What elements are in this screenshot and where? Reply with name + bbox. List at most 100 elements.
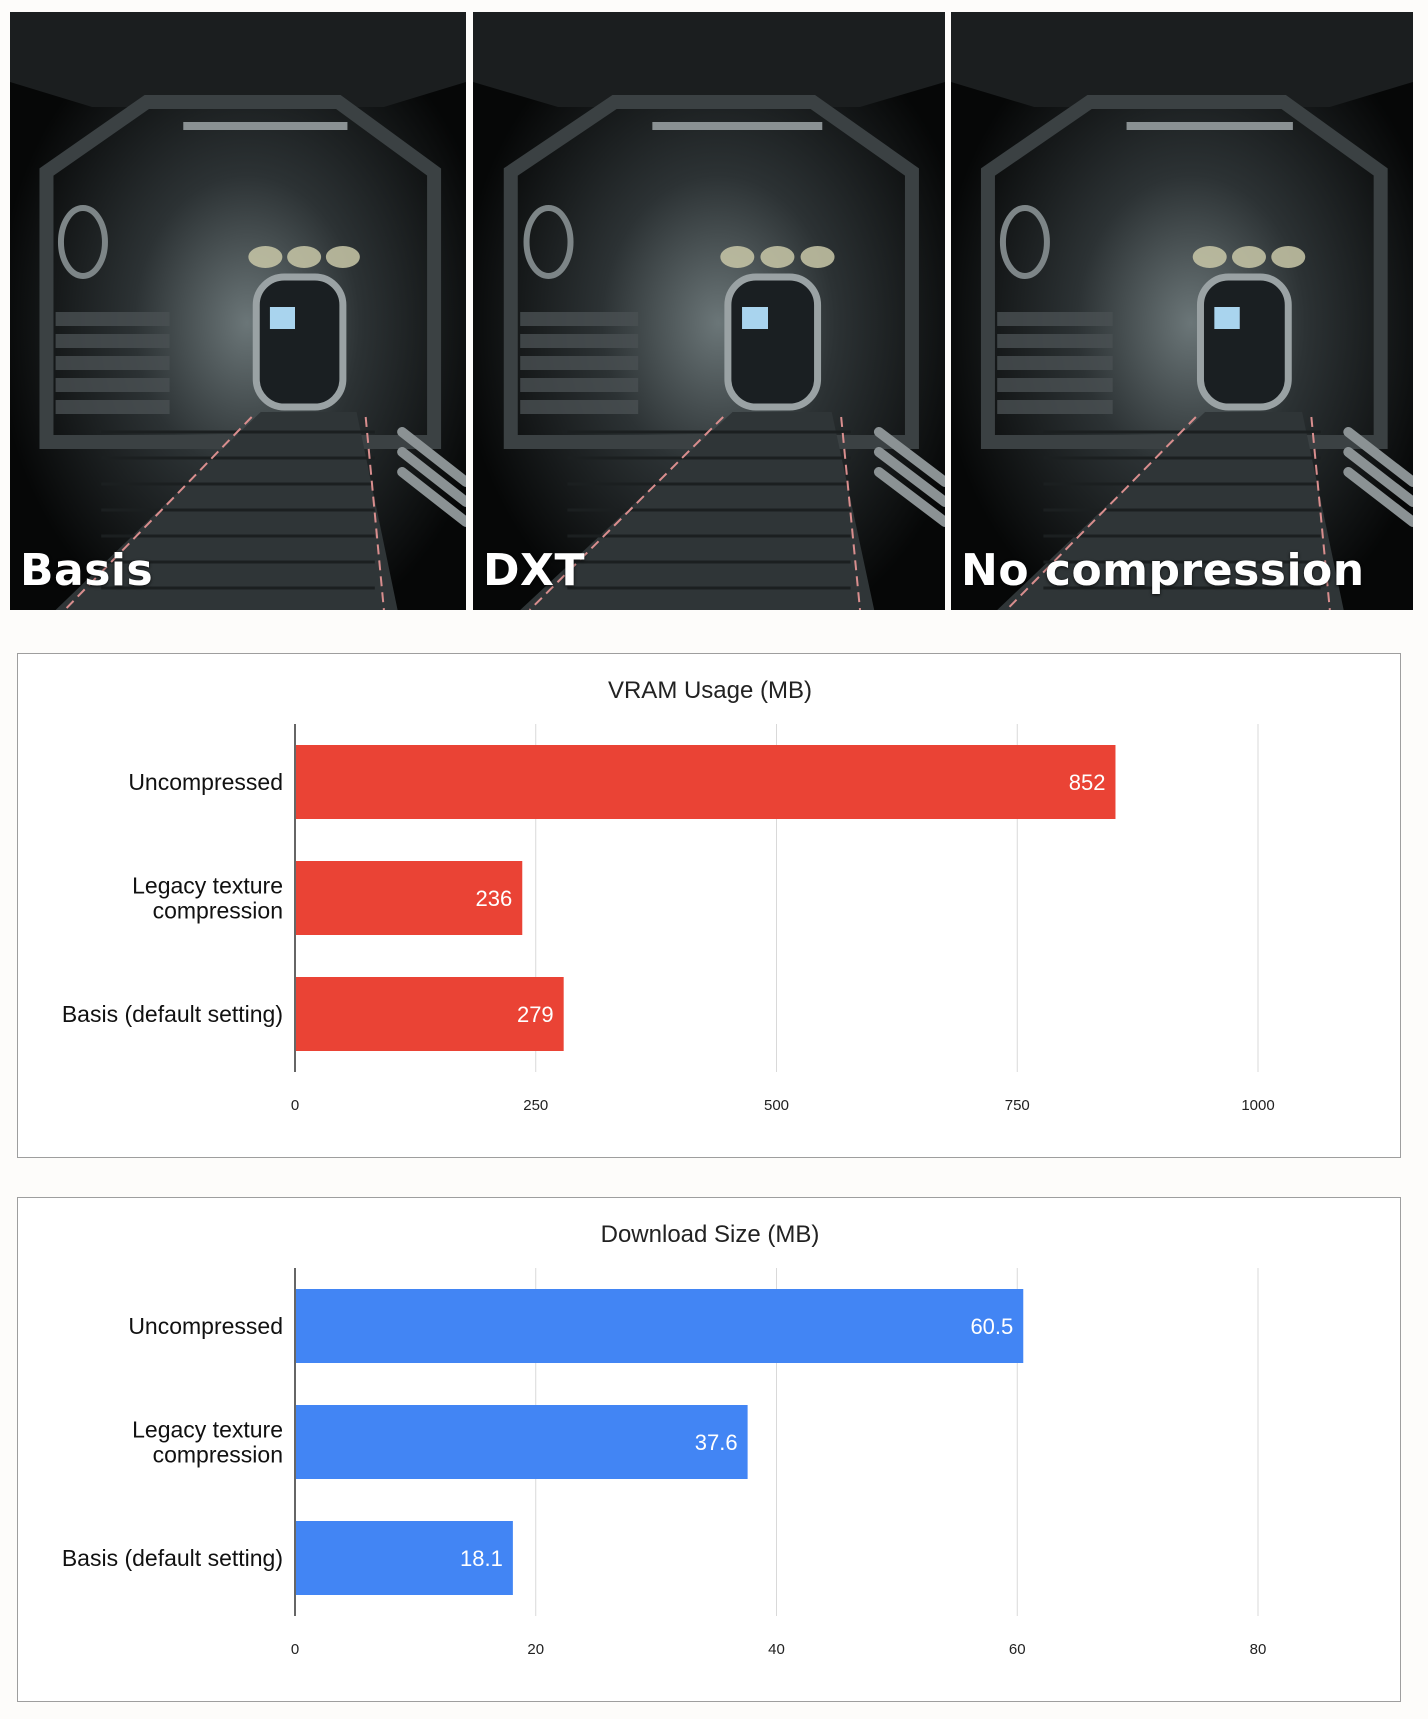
ceiling-light: [1126, 122, 1293, 130]
ceiling-light: [183, 122, 348, 130]
wall-pipe: [55, 378, 170, 392]
railing-pipe: [1343, 427, 1413, 487]
lamp: [287, 246, 322, 268]
wall-pipe: [520, 378, 639, 392]
vram-chart-svg: VRAM Usage (MB) 0 250 500 750 1000 852 Uncompre…: [62, 677, 1275, 1114]
category-label: Uncompressed: [128, 769, 283, 795]
scene-image: [10, 12, 466, 610]
lamp: [720, 246, 755, 268]
wall-pipe: [55, 312, 170, 326]
wall-pipe: [520, 356, 639, 370]
panel-label-dxt: DXT: [483, 545, 585, 596]
wall-pipe: [520, 400, 639, 414]
floor-stripe-left: [1005, 416, 1197, 610]
lamp: [1271, 246, 1306, 268]
category-label: Legacy texture: [132, 873, 283, 899]
bar: [296, 977, 564, 1051]
corridor-arch: [503, 95, 919, 449]
railing-pipe: [873, 447, 945, 507]
chart-title: VRAM Usage (MB): [608, 677, 812, 704]
railing-pipe: [397, 427, 466, 487]
floor-stripe-left: [528, 416, 724, 610]
category-label: Basis (default setting): [62, 1001, 283, 1027]
wall-pipe: [55, 356, 170, 370]
railing-pipe: [1343, 447, 1413, 507]
x-tick-label: 500: [764, 1097, 789, 1114]
lamp: [325, 246, 360, 268]
x-tick-label: 40: [768, 1641, 785, 1658]
ceiling-shape: [10, 12, 466, 107]
porthole: [999, 205, 1050, 279]
wall-pipe: [520, 312, 639, 326]
bar-value-label: 18.1: [460, 1546, 503, 1571]
category-label: compression: [153, 898, 283, 924]
download-chart-svg: Download Size (MB) 0 20 40 60 80 60.5 Uncompres…: [62, 1221, 1267, 1658]
lamp: [760, 246, 795, 268]
lamp: [1231, 246, 1266, 268]
door-screen: [269, 307, 295, 329]
bar-value-label: 37.6: [695, 1430, 738, 1455]
door-frame: [252, 273, 347, 411]
x-tick-label: 750: [1005, 1097, 1030, 1114]
bar-value-label: 236: [476, 886, 513, 911]
bar-value-label: 279: [517, 1002, 554, 1027]
x-tick-label: 80: [1250, 1641, 1267, 1658]
download-chart: Download Size (MB) 0 20 40 60 80 60.5 Uncompres…: [17, 1197, 1401, 1702]
wall-pipe: [997, 356, 1113, 370]
railing-pipe: [1343, 467, 1413, 527]
panel-label-no-compression: No compression: [961, 545, 1365, 596]
scene-image: [951, 12, 1413, 610]
lamp: [800, 246, 835, 268]
wall-pipe: [55, 334, 170, 348]
x-tick-label: 60: [1009, 1641, 1026, 1658]
vram-chart: VRAM Usage (MB) 0 250 500 750 1000 852 Uncompre…: [17, 653, 1401, 1158]
wall-pipe: [997, 312, 1113, 326]
lamp: [1192, 246, 1227, 268]
category-label: Basis (default setting): [62, 1545, 283, 1571]
floor-stripe-right: [1310, 416, 1331, 610]
railing-pipe: [873, 427, 945, 487]
x-tick-label: 0: [291, 1097, 299, 1114]
chart-title: Download Size (MB): [601, 1221, 820, 1248]
door-frame: [724, 273, 822, 411]
door-screen: [742, 307, 768, 329]
wall-pipe: [997, 400, 1113, 414]
category-label: Legacy texture: [132, 1417, 283, 1443]
wall-pipe: [997, 378, 1113, 392]
bar: [296, 745, 1116, 819]
railing-pipe: [397, 447, 466, 507]
corridor-arch: [39, 95, 442, 449]
railing-pipe: [397, 467, 466, 527]
floor-stripe-left: [64, 416, 253, 610]
ceiling-shape: [951, 12, 1413, 107]
bar: [296, 1289, 1024, 1363]
ceiling-shape: [473, 12, 945, 107]
floor-stripe-right: [840, 416, 862, 610]
panel-basis: Basis: [10, 12, 466, 610]
floor-stripe-right: [364, 416, 385, 610]
category-label: Uncompressed: [128, 1313, 283, 1339]
lamp: [248, 246, 283, 268]
bar: [296, 1405, 748, 1479]
bar-value-label: 60.5: [970, 1314, 1013, 1339]
porthole: [57, 205, 108, 279]
panel-no-compression: No compression: [951, 12, 1413, 610]
comparison-images: Basis DXT No compression: [10, 12, 1413, 610]
wall-pipe: [55, 400, 170, 414]
bar: [296, 861, 523, 935]
panel-dxt: DXT: [473, 12, 945, 610]
scene-image: [473, 12, 945, 610]
porthole: [523, 205, 574, 279]
door-frame: [1196, 273, 1292, 411]
x-tick-label: 250: [523, 1097, 548, 1114]
x-tick-label: 1000: [1241, 1097, 1274, 1114]
wall-pipe: [997, 334, 1113, 348]
category-label: compression: [153, 1442, 283, 1468]
wall-pipe: [520, 334, 639, 348]
door-screen: [1214, 307, 1240, 329]
x-tick-label: 0: [291, 1641, 299, 1658]
bar: [296, 1521, 513, 1595]
railing-pipe: [873, 467, 945, 527]
bar-value-label: 852: [1069, 770, 1106, 795]
ceiling-light: [652, 122, 823, 130]
